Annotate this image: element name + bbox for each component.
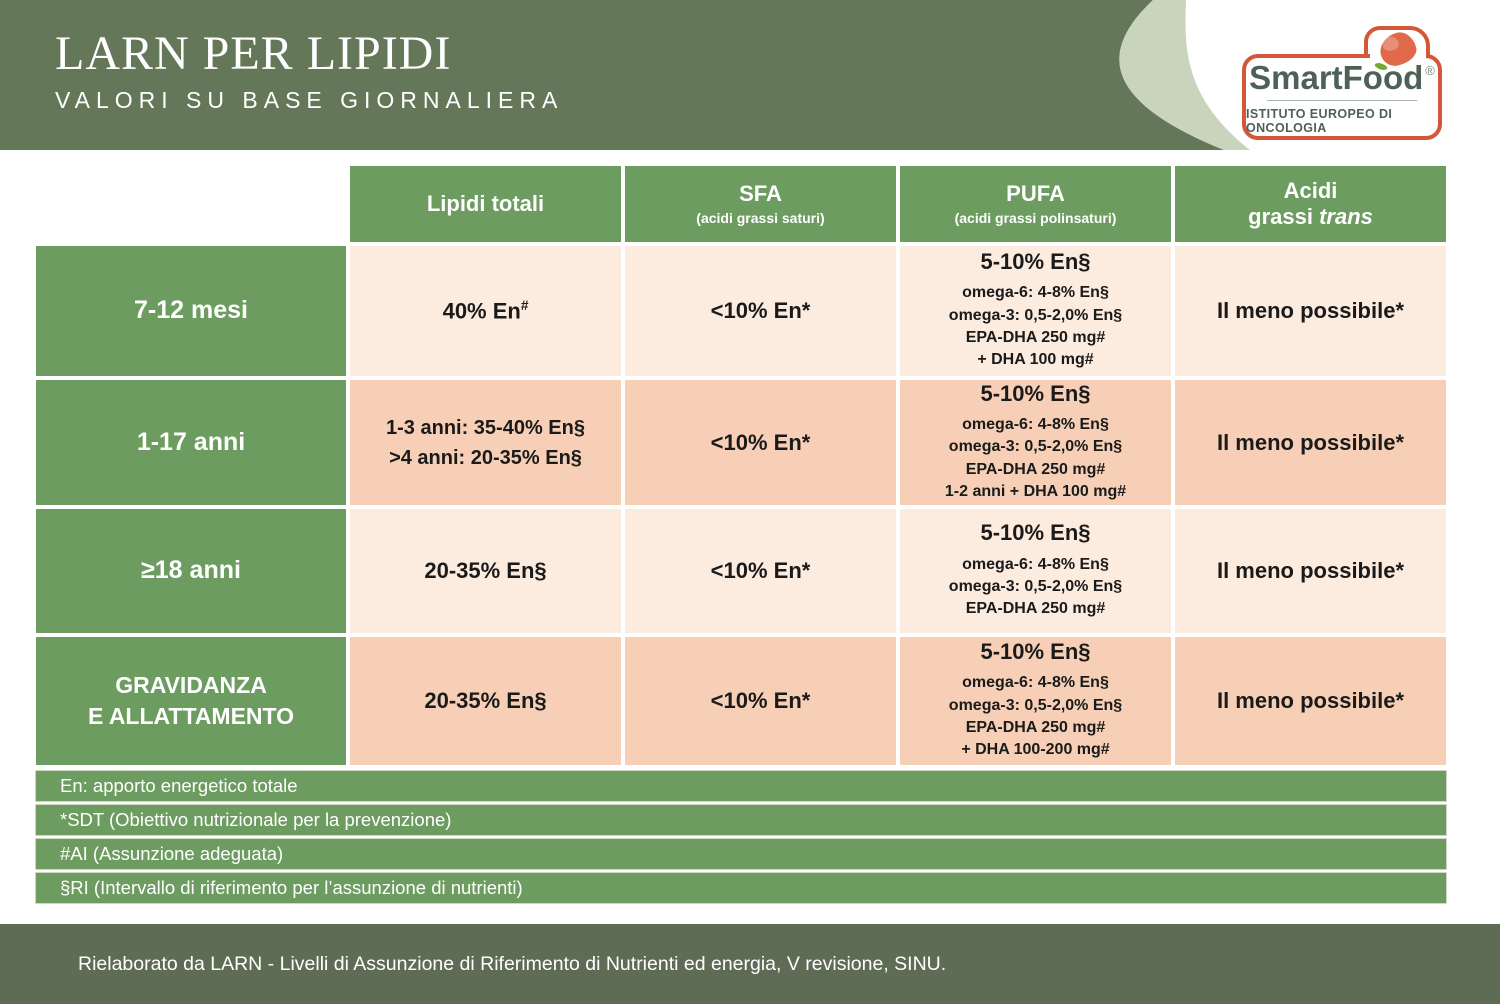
logo-divider bbox=[1267, 100, 1417, 101]
row-label-1-17-anni: 1-17 anni bbox=[36, 380, 346, 505]
pufa-line: + DHA 100 mg# bbox=[977, 351, 1094, 369]
cell-lipidi-totali: 40% En# bbox=[350, 246, 621, 376]
pufa-details: omega-6: 4-8% En§ omega-3: 0,5-2,0% En§ … bbox=[949, 282, 1122, 372]
page-subtitle: VALORI SU BASE GIORNALIERA bbox=[55, 87, 564, 113]
pufa-line: + DHA 100-200 mg# bbox=[961, 741, 1110, 759]
pufa-line: omega-3: 0,5-2,0% En§ bbox=[948, 577, 1123, 595]
brand-name: SmartFood bbox=[1249, 59, 1424, 96]
pufa-headline: 5-10% En§ bbox=[980, 380, 1091, 406]
column-title-line2: grassi trans bbox=[1248, 204, 1373, 230]
cell-acidi-grassi-trans: Il meno possibile* bbox=[1175, 637, 1446, 765]
cell-value: Il meno possibile* bbox=[1216, 688, 1405, 714]
cell-lipidi-totali: 20-35% En§ bbox=[350, 509, 621, 633]
cell-value-line: >4 anni: 20-35% En§ bbox=[389, 446, 582, 469]
column-header-lipidi-totali: Lipidi totali bbox=[350, 166, 621, 242]
column-header-acidi-grassi-trans: Acidi grassi trans bbox=[1175, 166, 1446, 242]
row-label-text: 1-17 anni bbox=[136, 427, 246, 456]
cell-lipidi-totali: 1-3 anni: 35-40% En§ >4 anni: 20-35% En§ bbox=[350, 380, 621, 505]
cell-pufa: 5-10% En§ omega-6: 4-8% En§ omega-3: 0,5… bbox=[900, 380, 1171, 505]
column-title: Lipidi totali bbox=[426, 190, 545, 216]
note-ri: §RI (Intervallo di riferimento per l’ass… bbox=[36, 873, 1446, 903]
table-corner-blank bbox=[36, 166, 346, 242]
pufa-line: omega-6: 4-8% En§ bbox=[962, 284, 1109, 302]
row-label-text: GRAVIDANZA bbox=[115, 671, 267, 698]
pufa-line: EPA-DHA 250 mg# bbox=[965, 719, 1106, 737]
cell-pufa: 5-10% En§ omega-6: 4-8% En§ omega-3: 0,5… bbox=[900, 509, 1171, 633]
header-band: LARN PER LIPIDI VALORI SU BASE GIORNALIE… bbox=[0, 0, 1500, 150]
pufa-line: omega-6: 4-8% En§ bbox=[962, 415, 1109, 433]
cell-sfa: <10% En* bbox=[625, 637, 896, 765]
logo-tagline: ISTITUTO EUROPEO DI ONCOLOGIA bbox=[1246, 107, 1393, 135]
logo-box: SmartFood ® ISTITUTO EUROPEO DI ONCOLOGIA bbox=[1242, 54, 1442, 140]
cell-pufa: 5-10% En§ omega-6: 4-8% En§ omega-3: 0,5… bbox=[900, 246, 1171, 376]
title-block: LARN PER LIPIDI VALORI SU BASE GIORNALIE… bbox=[55, 30, 563, 114]
cell-sfa: <10% En* bbox=[625, 509, 896, 633]
column-title: Acidi bbox=[1283, 177, 1338, 203]
cell-value: <10% En* bbox=[710, 688, 811, 714]
cell-value: Il meno possibile* bbox=[1216, 298, 1405, 324]
cell-acidi-grassi-trans: Il meno possibile* bbox=[1175, 380, 1446, 505]
larn-lipids-table: Lipidi totali SFA (acidi grassi saturi) … bbox=[36, 166, 1446, 765]
pufa-line: omega-6: 4-8% En§ bbox=[962, 674, 1109, 692]
note-ai: #AI (Assunzione adeguata) bbox=[36, 839, 1446, 869]
header-band-background bbox=[0, 0, 1250, 150]
logo-brand-text: SmartFood ® bbox=[1249, 61, 1435, 94]
smartfood-logo: SmartFood ® ISTITUTO EUROPEO DI ONCOLOGIA bbox=[1242, 26, 1442, 140]
cell-lipidi-totali: 20-35% En§ bbox=[350, 637, 621, 765]
pufa-line: EPA-DHA 250 mg# bbox=[965, 460, 1106, 478]
row-label-text: 7-12 mesi bbox=[134, 296, 248, 325]
pufa-details: omega-6: 4-8% En§ omega-3: 0,5-2,0% En§ … bbox=[949, 672, 1122, 762]
pufa-details: omega-6: 4-8% En§ omega-3: 0,5-2,0% En§ … bbox=[945, 414, 1126, 504]
column-title-italic-word: trans bbox=[1319, 204, 1373, 229]
pufa-headline: 5-10% En§ bbox=[980, 520, 1091, 546]
cell-value: Il meno possibile* bbox=[1216, 429, 1405, 455]
pufa-line: EPA-DHA 250 mg# bbox=[965, 600, 1106, 618]
note-sdt: *SDT (Obiettivo nutrizionale per la prev… bbox=[36, 805, 1446, 835]
pufa-line: omega-3: 0,5-2,0% En§ bbox=[948, 306, 1123, 324]
pufa-details: omega-6: 4-8% En§ omega-3: 0,5-2,0% En§ … bbox=[949, 554, 1122, 621]
source-bar: Rielaborato da LARN - Livelli di Assunzi… bbox=[0, 924, 1500, 1004]
pufa-line: 1-2 anni + DHA 100 mg# bbox=[944, 482, 1127, 500]
column-header-sfa: SFA (acidi grassi saturi) bbox=[625, 166, 896, 242]
cell-value: Il meno possibile* bbox=[1216, 558, 1405, 584]
cell-value: 20-35% En§ bbox=[424, 558, 547, 584]
cell-value: <10% En* bbox=[710, 429, 811, 455]
column-title: SFA bbox=[739, 181, 782, 207]
pufa-headline: 5-10% En§ bbox=[980, 639, 1091, 665]
registered-mark-icon: ® bbox=[1425, 63, 1435, 78]
page-title: LARN PER LIPIDI bbox=[55, 27, 452, 80]
footnote-mark: # bbox=[520, 298, 529, 314]
row-label-7-12-mesi: 7-12 mesi bbox=[36, 246, 346, 376]
row-label-text: E ALLATTAMENTO bbox=[87, 703, 295, 729]
pufa-line: EPA-DHA 250 mg# bbox=[965, 329, 1106, 347]
cell-value: <10% En* bbox=[710, 298, 811, 324]
row-label-gravidanza-allattamento: GRAVIDANZA E ALLATTAMENTO bbox=[36, 637, 346, 765]
pufa-line: omega-6: 4-8% En§ bbox=[962, 555, 1109, 573]
cell-value: 20-35% En§ bbox=[424, 688, 547, 714]
column-subtitle: (acidi grassi polinsaturi) bbox=[954, 209, 1117, 226]
cell-acidi-grassi-trans: Il meno possibile* bbox=[1175, 509, 1446, 633]
cell-pufa: 5-10% En§ omega-6: 4-8% En§ omega-3: 0,5… bbox=[900, 637, 1171, 765]
cell-value: 40% En# bbox=[442, 298, 529, 324]
note-en: En: apporto energetico totale bbox=[36, 771, 1446, 801]
column-subtitle: (acidi grassi saturi) bbox=[696, 209, 825, 226]
row-label-18-anni: ≥18 anni bbox=[36, 509, 346, 633]
legend-notes: En: apporto energetico totale *SDT (Obie… bbox=[36, 771, 1446, 903]
cell-sfa: <10% En* bbox=[625, 246, 896, 376]
pufa-line: omega-3: 0,5-2,0% En§ bbox=[948, 696, 1123, 714]
column-header-pufa: PUFA (acidi grassi polinsaturi) bbox=[900, 166, 1171, 242]
pufa-headline: 5-10% En§ bbox=[980, 249, 1091, 275]
cell-acidi-grassi-trans: Il meno possibile* bbox=[1175, 246, 1446, 376]
cell-value: <10% En* bbox=[710, 558, 811, 584]
cell-value-line: 1-3 anni: 35-40% En§ bbox=[386, 416, 585, 439]
row-label-text: ≥18 anni bbox=[141, 556, 241, 585]
source-text: Rielaborato da LARN - Livelli di Assunzi… bbox=[78, 952, 947, 975]
column-title: PUFA bbox=[1006, 181, 1065, 207]
column-title-word: grassi bbox=[1248, 204, 1313, 229]
cell-sfa: <10% En* bbox=[625, 380, 896, 505]
pufa-line: omega-3: 0,5-2,0% En§ bbox=[948, 438, 1123, 456]
